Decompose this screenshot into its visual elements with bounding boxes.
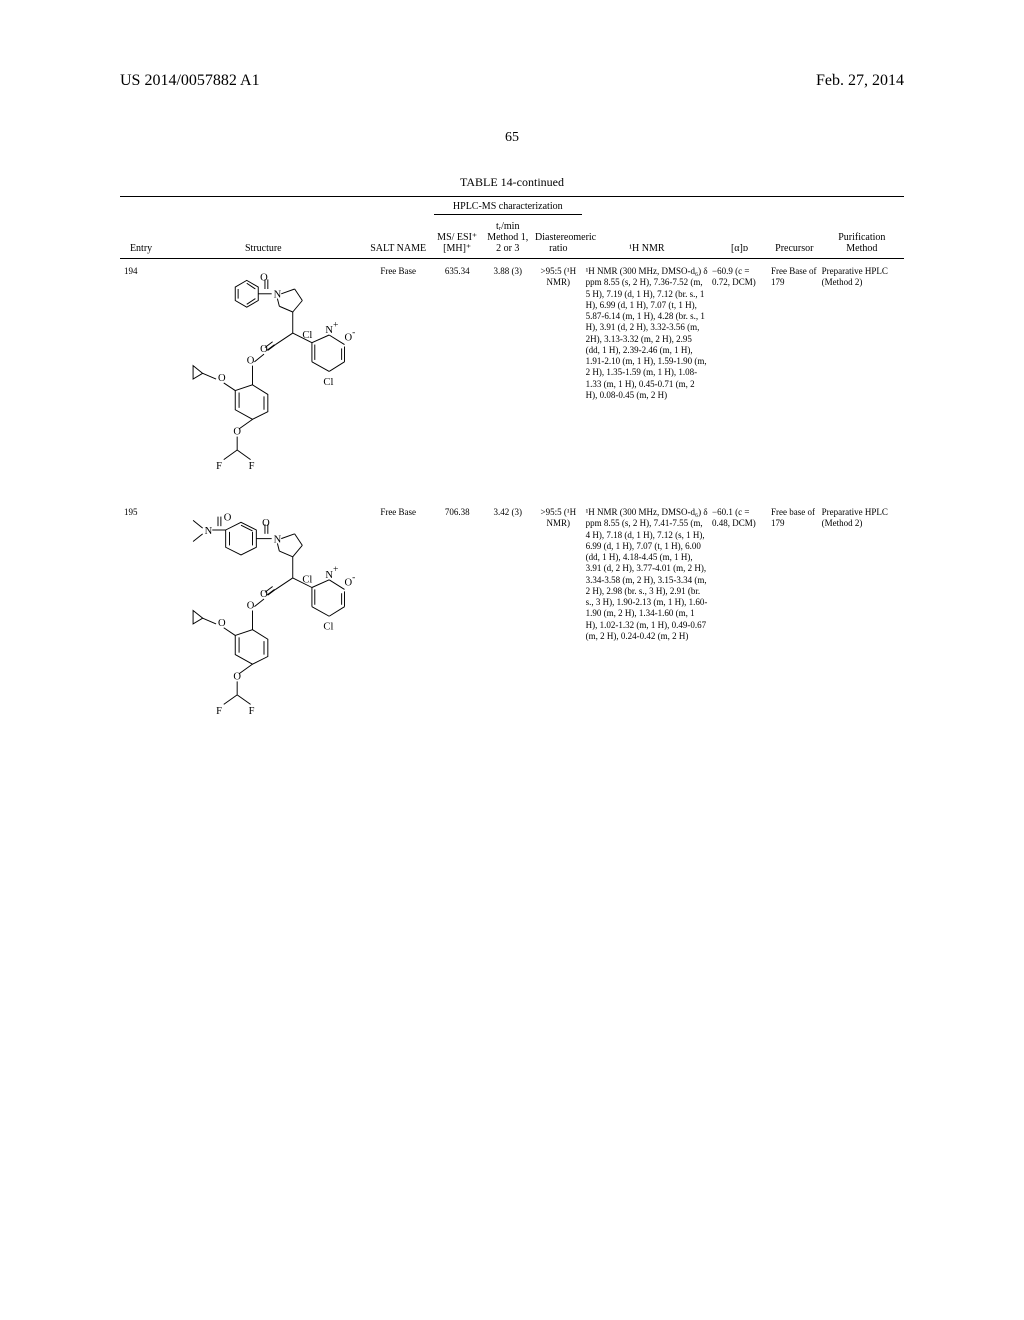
svg-text:Cl: Cl [302,575,312,586]
cell-prec: Free Base of 179 [769,260,820,501]
svg-text:Cl: Cl [302,330,312,341]
svg-text:O: O [247,356,255,367]
svg-text:-: - [352,572,355,583]
publication-number: US 2014/0057882 A1 [120,72,260,90]
table-body: 194 O N [120,260,904,742]
cell-structure: O N O O [162,260,364,501]
svg-text:O: O [247,601,255,612]
cell-alpha: −60.1 (c = 0.48, DCM) [710,501,769,742]
svg-text:F: F [249,706,255,717]
cell-nmr: ¹H NMR (300 MHz, DMSO-d₆) δ ppm 8.55 (s,… [584,501,710,742]
cell-tr: 3.42 (3) [482,501,533,742]
col-nmr: ¹H NMR [584,219,710,259]
publication-date: Feb. 27, 2014 [816,72,904,90]
structure-svg-194: O N O O [164,266,364,496]
cell-structure: N O O N [162,501,364,742]
table-head: HPLC-MS characterization Entry Structure… [120,197,904,261]
svg-text:O: O [260,272,268,283]
svg-text:F: F [249,461,255,472]
cell-nmr: ¹H NMR (300 MHz, DMSO-d₆) δ ppm 8.55 (s,… [584,260,710,501]
col-group-hplc: HPLC-MS characterization [434,201,582,215]
svg-text:F: F [216,461,222,472]
cell-purif: Preparative HPLC (Method 2) [820,260,904,501]
cell-alpha: −60.9 (c = 0.72, DCM) [710,260,769,501]
col-purif: Purification Method [820,219,904,259]
svg-text:+: + [333,319,338,330]
col-ms: MS/ ESI⁺ [MH]⁺ [432,219,483,259]
col-entry: Entry [120,219,162,259]
svg-text:O: O [224,512,232,523]
svg-text:-: - [352,327,355,338]
cell-entry: 194 [120,260,162,501]
svg-text:Cl: Cl [324,377,334,388]
cell-ms: 706.38 [432,501,483,742]
cell-salt: Free Base [364,501,431,742]
svg-text:O: O [218,618,226,629]
col-tr: tᵣ/min Method 1, 2 or 3 [482,219,533,259]
cell-entry: 195 [120,501,162,742]
col-prec: Precursor [769,219,820,259]
structure-svg-195: N O O N [164,507,364,737]
col-salt: SALT NAME [364,219,431,259]
cell-prec: Free base of 179 [769,501,820,742]
page-number: 65 [0,130,1024,146]
table-title: TABLE 14-continued [120,175,904,190]
cell-purif: Preparative HPLC (Method 2) [820,501,904,742]
cell-salt: Free Base [364,260,431,501]
svg-text:N: N [205,526,213,537]
col-dia: Diastereomeric ratio [533,219,584,259]
col-alpha: [α]ᴅ [710,219,769,259]
col-structure: Structure [162,219,364,259]
cell-dia: >95:5 (¹H NMR) [533,260,584,501]
svg-text:O: O [262,518,270,529]
svg-text:+: + [333,564,338,575]
table-row: 195 N O O [120,501,904,742]
cell-tr: 3.88 (3) [482,260,533,501]
cell-dia: >95:5 (¹H NMR) [533,501,584,742]
data-table: HPLC-MS characterization Entry Structure… [120,196,904,742]
content-area: TABLE 14-continued HPLC-MS characterizat… [120,175,904,742]
svg-text:Cl: Cl [324,622,334,633]
table-row: 194 O N [120,260,904,501]
svg-text:O: O [218,373,226,384]
svg-text:F: F [216,706,222,717]
cell-ms: 635.34 [432,260,483,501]
